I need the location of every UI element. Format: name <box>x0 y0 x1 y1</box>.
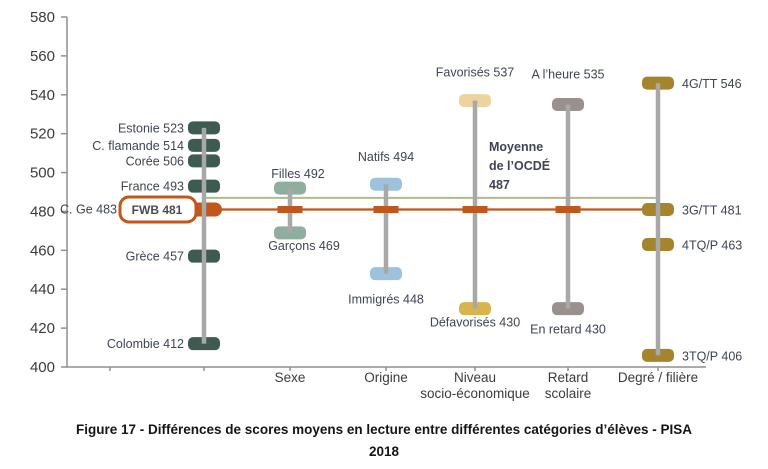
range-bar-degre-filiere <box>655 83 661 356</box>
point-label-pays: Corée 506 <box>126 154 184 168</box>
point-label-degre-filiere: 3G/TT 481 <box>682 204 742 218</box>
y-tick-label: 520 <box>30 126 55 143</box>
ocde-average-label: Moyenne <box>489 140 543 154</box>
x-axis-label-origine: Origine <box>364 370 408 385</box>
point-label-degre-filiere: 3TQ/P 406 <box>682 349 742 363</box>
ocde-average-label: de l’OCDÉ <box>489 158 550 173</box>
point-label-pays: C. Ge 483 <box>60 203 117 217</box>
y-tick-label: 500 <box>30 165 55 182</box>
y-tick-label: 560 <box>30 48 55 65</box>
point-label-origine: Natifs 494 <box>358 150 414 164</box>
x-axis-label-retard-scolaire: scolaire <box>545 386 592 401</box>
point-label-sexe: Garçons 469 <box>268 239 340 253</box>
point-label-niveau-socio-economique: Défavorisés 430 <box>430 316 520 330</box>
point-label-origine: Immigrés 448 <box>348 293 424 307</box>
range-bar-niveau-socio-economique <box>472 100 478 309</box>
y-tick-label: 400 <box>30 359 55 376</box>
y-tick-label: 460 <box>30 242 55 259</box>
point-label-retard-scolaire: En retard 430 <box>530 323 606 337</box>
fwb-line-dash-marker <box>555 206 581 213</box>
x-axis-label-niveau-socio-economique: socio-économique <box>420 386 530 401</box>
point-label-degre-filiere: 4G/TT 546 <box>682 77 742 91</box>
figure-caption-line2: 2018 <box>368 443 400 459</box>
point-label-sexe: Filles 492 <box>271 167 325 181</box>
point-label-pays: Grèce 457 <box>126 250 184 264</box>
y-tick-label: 420 <box>30 320 55 337</box>
fwb-label-text: FWB 481 <box>132 203 183 217</box>
y-tick-label: 580 <box>30 9 55 26</box>
point-label-retard-scolaire: A l’heure 535 <box>532 68 605 82</box>
point-label-pays: France 493 <box>121 180 184 194</box>
point-label-niveau-socio-economique: Favorisés 537 <box>436 66 515 80</box>
fwb-line-dash-marker <box>462 206 488 213</box>
x-axis-label-niveau-socio-economique: Niveau <box>454 370 496 385</box>
x-axis-label-retard-scolaire: Retard <box>548 370 589 385</box>
dumbbell-chart-canvas: 400 420 440 460 480 500 520 540 560 580 Sexe Origin… <box>30 9 742 401</box>
point-label-pays: Estonie 523 <box>118 121 184 135</box>
y-tick-label: 540 <box>30 87 55 104</box>
x-axis-label-sexe: Sexe <box>275 370 306 385</box>
figure-caption-line1: Figure 17 - Différences de scores moyens… <box>76 422 692 437</box>
point-label-degre-filiere: 4TQ/P 463 <box>682 239 742 253</box>
ocde-average-label: 487 <box>489 178 510 192</box>
range-bar-pays <box>201 127 207 344</box>
range-bar-origine <box>383 184 389 274</box>
figure-caption: Figure 17 - Différences de scores moyens… <box>14 419 754 462</box>
fwb-line-dash-marker <box>373 206 399 213</box>
point-label-pays: Colombie 412 <box>107 337 184 351</box>
y-tick-label: 440 <box>30 281 55 298</box>
y-tick-label: 480 <box>30 203 55 220</box>
fwb-line-dash-marker <box>277 206 303 213</box>
point-label-pays: C. flamande 514 <box>92 139 184 153</box>
fwb-label-box <box>118 195 198 224</box>
x-axis-label-degre-filiere: Degré / filière <box>618 370 698 385</box>
